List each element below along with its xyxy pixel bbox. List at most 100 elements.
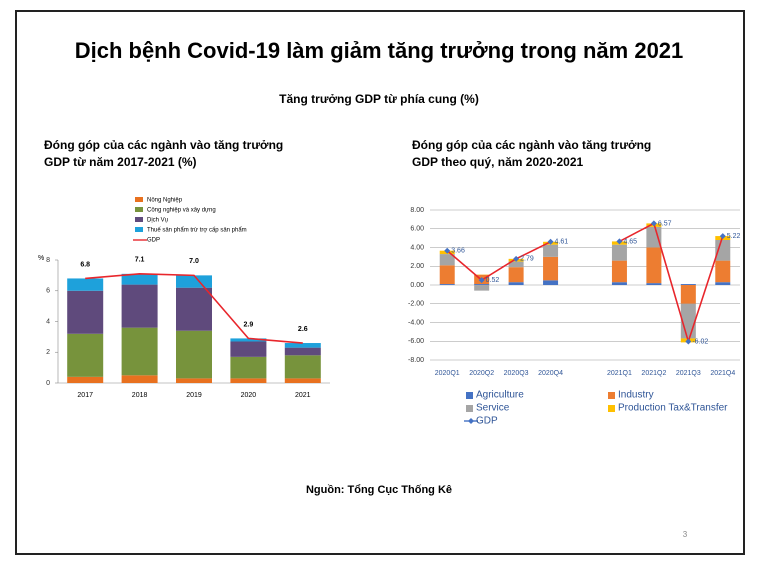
data-label: 2.9: [244, 321, 254, 328]
bar: [508, 267, 524, 283]
marker: [547, 238, 554, 245]
bar: [646, 283, 662, 285]
x-tick-label: 2020Q2: [469, 370, 494, 377]
x-tick-label: 2019: [186, 392, 202, 399]
chart-title: Đóng góp của các ngành vào tăng trưởng: [412, 138, 651, 152]
y-tick-label: -8.00: [408, 357, 424, 364]
legend-swatch: [608, 392, 615, 399]
data-label: 3.66: [451, 248, 465, 255]
bar: [67, 376, 104, 383]
x-tick-label: 2020Q4: [538, 370, 563, 377]
bar: [611, 282, 627, 285]
data-label: 4.61: [555, 239, 569, 246]
legend-label: Nông Nghiệp: [147, 198, 183, 204]
y-tick-label: -2.00: [408, 301, 424, 308]
data-label: 5.22: [727, 233, 741, 240]
marker: [719, 233, 726, 240]
marker: [478, 277, 485, 284]
bar: [176, 275, 212, 288]
bar: [474, 284, 490, 285]
y-tick-label: 0.00: [410, 282, 424, 289]
data-label: 0.52: [486, 277, 500, 284]
bar: [611, 244, 627, 261]
y-axis-label: %: [38, 255, 44, 262]
bar: [176, 378, 212, 383]
line: [446, 222, 724, 345]
bar: [543, 256, 559, 281]
y-tick-label: 6.00: [410, 226, 424, 233]
x-tick-label: 2020Q1: [435, 370, 460, 377]
bar: [284, 378, 321, 383]
bar: [646, 226, 662, 248]
bar: [284, 347, 321, 356]
bar: [715, 260, 731, 283]
bar: [176, 330, 212, 379]
bar: [121, 375, 158, 383]
bar: [715, 282, 731, 285]
bar: [121, 327, 158, 376]
bar: [230, 378, 267, 383]
data-label: 4.65: [623, 238, 637, 245]
x-tick-label: 2020: [241, 392, 257, 399]
y-tick-label: 6: [46, 288, 50, 295]
legend-marker: [468, 418, 474, 424]
bar: [176, 287, 212, 331]
legend-label: Agriculture: [476, 390, 524, 401]
bar: [543, 280, 559, 285]
chart-title: Đóng góp của các ngành vào tăng trưởng: [44, 138, 283, 152]
y-tick-label: 4: [46, 318, 50, 325]
bar: [508, 282, 524, 285]
legend-label: Service: [476, 403, 510, 414]
bar: [284, 343, 321, 348]
y-tick-label: 8: [46, 257, 50, 264]
data-label: 2.79: [520, 256, 534, 263]
legend-label: Dịch Vụ: [147, 218, 168, 224]
legend-label: GDP: [476, 416, 498, 427]
legend-swatch: [135, 217, 143, 222]
legend-swatch: [135, 227, 143, 232]
legend-swatch: [466, 392, 473, 399]
bar: [67, 278, 104, 291]
bar: [67, 290, 104, 334]
slide-subtitle: Tăng trưởng GDP từ phía cung (%): [279, 92, 479, 106]
bar: [646, 247, 662, 284]
y-tick-label: 2.00: [410, 263, 424, 270]
bar: [680, 284, 696, 285]
marker: [513, 255, 520, 262]
data-label: -6.02: [692, 338, 708, 345]
legend-label: Industry: [618, 390, 654, 401]
x-tick-label: 2021Q3: [676, 370, 701, 377]
legend-label: Công nghiệp và xây dựng: [147, 208, 216, 214]
x-tick-label: 2021Q2: [641, 370, 666, 377]
x-tick-label: 2021: [295, 392, 311, 399]
bar: [67, 333, 104, 377]
x-tick-label: 2020Q3: [504, 370, 529, 377]
x-tick-label: 2018: [132, 392, 148, 399]
chart-title: GDP theo quý, năm 2020-2021: [412, 155, 584, 169]
legend-label: Production Tax&Transfer: [618, 403, 728, 414]
y-tick-label: 4.00: [410, 244, 424, 251]
y-tick-label: 2: [46, 349, 50, 356]
data-label: 6.57: [658, 220, 672, 227]
legend-swatch: [135, 207, 143, 212]
bar: [230, 338, 267, 342]
bar: [121, 284, 158, 328]
legend-label: Thuế sản phẩm trừ trợ cấp sản phẩm: [147, 227, 247, 234]
source: Nguồn: Tổng Cục Thống Kê: [306, 484, 452, 496]
chart-title: GDP từ năm 2017-2021 (%): [44, 155, 197, 169]
marker: [685, 338, 692, 345]
marker: [444, 247, 451, 254]
bar: [474, 285, 490, 291]
legend-label: GDP: [147, 238, 160, 244]
bar: [230, 341, 267, 357]
y-tick-label: 0: [46, 380, 50, 387]
data-label: 7.0: [189, 258, 199, 265]
bar: [611, 260, 627, 283]
data-label: 6.8: [80, 261, 90, 268]
bar: [680, 285, 696, 304]
bar: [439, 284, 455, 285]
x-tick-label: 2021Q1: [607, 370, 632, 377]
bar: [284, 355, 321, 379]
